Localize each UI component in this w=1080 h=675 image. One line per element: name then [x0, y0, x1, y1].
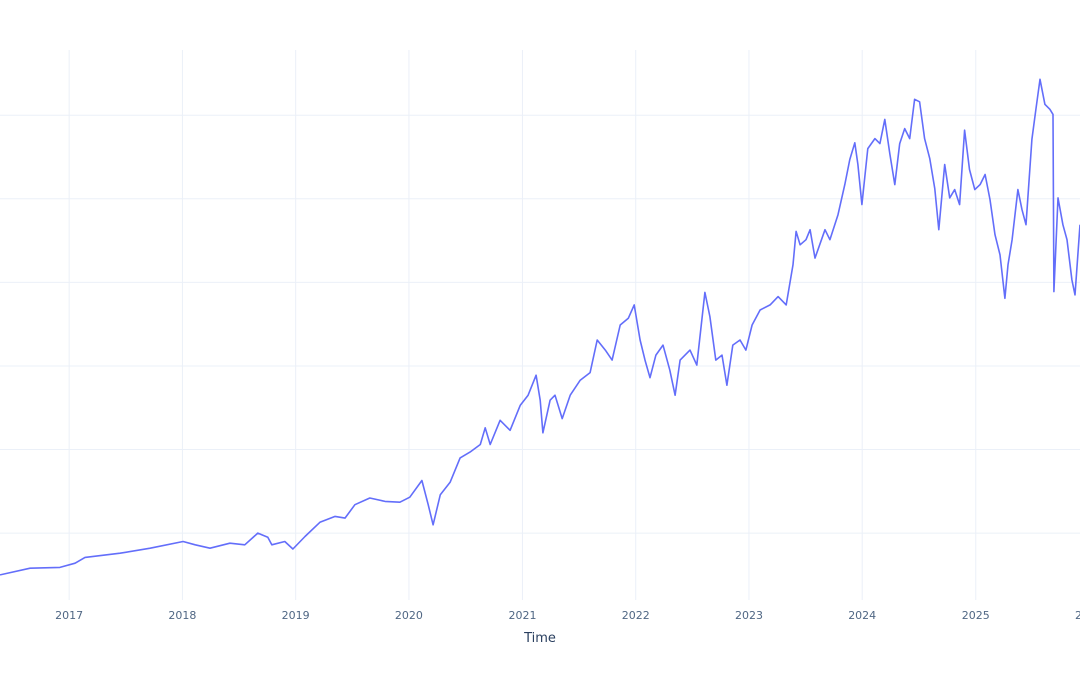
x-axis-ticks: 2017 2018 2019 2020 2021 2022 2023 2024 2025 2026	[55, 609, 1080, 622]
x-tick-label: 2022	[622, 609, 650, 622]
y-gridlines	[0, 114, 1080, 534]
x-tick-label: 2025	[962, 609, 990, 622]
x-tick-label: 2020	[395, 609, 423, 622]
series-line	[0, 78, 1080, 576]
x-tick-label: 2017	[55, 609, 83, 622]
x-tick-label: 2019	[282, 609, 310, 622]
x-gridlines	[68, 50, 977, 600]
x-tick-label: 2023	[735, 609, 763, 622]
x-tick-label: 2018	[168, 609, 196, 622]
x-tick-label: 2021	[508, 609, 536, 622]
x-tick-label: 2026	[1075, 609, 1080, 622]
x-axis-title: Time	[523, 631, 556, 646]
x-tick-label: 2024	[848, 609, 876, 622]
